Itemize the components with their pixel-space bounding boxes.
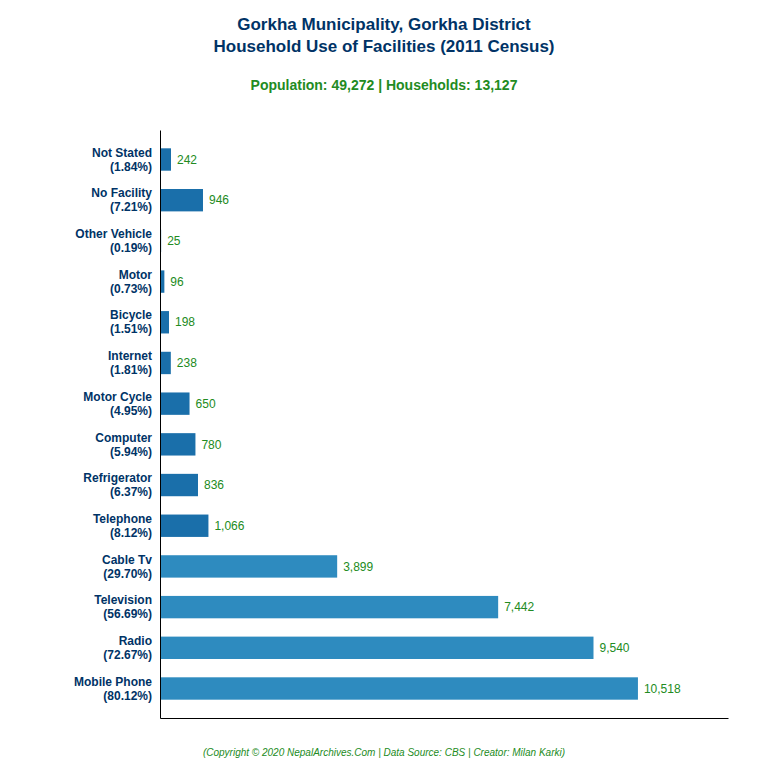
y-tick-label: Telephone(8.12%) (93, 512, 152, 540)
y-tick-label-line: (5.94%) (110, 445, 152, 459)
bar (160, 148, 171, 170)
data-label: 198 (175, 315, 195, 329)
y-tick-label: Motor(0.73%) (110, 268, 152, 296)
y-tick: Bicycle(1.51%) (110, 308, 152, 336)
y-tick: Television(56.69%) (94, 593, 152, 621)
data-label: 238 (177, 356, 197, 370)
data-labels: 242 946 25 96 198 238 650 780 836 1,066 3,899 7,442… (167, 153, 681, 696)
y-tick-label-line: (1.84%) (110, 160, 152, 174)
y-tick: Internet(1.81%) (108, 349, 152, 377)
y-tick-label-line: Refrigerator (83, 471, 152, 485)
y-tick-label-line: Cable Tv (102, 553, 152, 567)
x-axis-line (161, 718, 729, 719)
y-tick-label-line: Radio (119, 634, 152, 648)
data-label: 10,518 (644, 682, 681, 696)
y-axis: Not Stated(1.84%) No Facility(7.21%) Other… (74, 131, 161, 719)
y-tick: Motor(0.73%) (110, 268, 152, 296)
y-tick-label-line: (1.81%) (110, 363, 152, 377)
title-line: Gorkha Municipality, Gorkha District (237, 15, 531, 34)
data-label: 96 (170, 275, 184, 289)
y-tick-label: No Facility(7.21%) (91, 186, 152, 214)
y-tick-label-line: Motor Cycle (83, 390, 152, 404)
y-tick: Mobile Phone(80.12%) (74, 675, 152, 703)
y-tick-label: Television(56.69%) (94, 593, 152, 621)
bar (160, 555, 337, 577)
y-tick-label: Other Vehicle(0.19%) (75, 227, 152, 255)
y-tick-label-line: Mobile Phone (74, 675, 152, 689)
y-tick-label: Cable Tv(29.70%) (102, 553, 152, 581)
bar (160, 392, 190, 414)
y-tick-label-line: Bicycle (110, 308, 152, 322)
data-label: 1,066 (214, 519, 244, 533)
y-tick-label-line: (0.73%) (110, 282, 152, 296)
y-tick: Radio(72.67%) (103, 634, 152, 662)
title-line: Household Use of Facilities (2011 Census… (213, 37, 554, 56)
bar (160, 637, 593, 659)
data-label: 3,899 (343, 560, 373, 574)
data-label: 7,442 (504, 600, 534, 614)
bar (160, 352, 171, 374)
y-tick-label-line: Telephone (93, 512, 152, 526)
y-tick-label-line: Computer (95, 431, 152, 445)
data-label: 25 (167, 234, 181, 248)
y-tick-label-line: (4.95%) (110, 404, 152, 418)
bar (160, 515, 208, 537)
y-tick-label-line: (29.70%) (103, 567, 152, 581)
bar (160, 596, 498, 618)
data-label: 836 (204, 478, 224, 492)
data-label: 780 (201, 438, 221, 452)
y-tick-label: Refrigerator(6.37%) (83, 471, 152, 499)
y-tick-label-line: (7.21%) (110, 200, 152, 214)
y-tick-label-line: (8.12%) (110, 526, 152, 540)
bar (160, 311, 169, 333)
x-axis (161, 718, 729, 719)
y-tick-label: Computer(5.94%) (95, 431, 152, 459)
bar (160, 189, 203, 211)
bar (160, 677, 638, 699)
y-tick-label: Radio(72.67%) (103, 634, 152, 662)
y-tick: Computer(5.94%) (95, 431, 152, 459)
y-tick-label-line: Internet (108, 349, 152, 363)
y-axis-line (160, 131, 161, 719)
title: Gorkha Municipality, Gorkha District Hous… (213, 15, 554, 56)
subtitle: Population: 49,272 | Households: 13,127 (251, 77, 518, 93)
data-label: 946 (209, 193, 229, 207)
y-tick-label-line: (80.12%) (103, 689, 152, 703)
y-tick: Telephone(8.12%) (93, 512, 152, 540)
y-tick-label: Not Stated(1.84%) (92, 146, 152, 174)
y-tick-label-line: Motor (119, 268, 153, 282)
y-tick-label: Mobile Phone(80.12%) (74, 675, 152, 703)
y-tick: Cable Tv(29.70%) (102, 553, 152, 581)
y-tick: Other Vehicle(0.19%) (75, 227, 152, 255)
chart: Gorkha Municipality, Gorkha District Hous… (0, 0, 768, 768)
plot: Not Stated(1.84%) No Facility(7.21%) Other… (74, 131, 729, 719)
y-tick: No Facility(7.21%) (91, 186, 152, 214)
y-tick-label: Internet(1.81%) (108, 349, 152, 377)
y-tick: Refrigerator(6.37%) (83, 471, 152, 499)
y-tick-label-line: Not Stated (92, 146, 152, 160)
y-tick-label-line: (0.19%) (110, 241, 152, 255)
y-tick-label-line: (56.69%) (103, 607, 152, 621)
y-tick-label-line: Television (94, 593, 152, 607)
y-tick: Motor Cycle(4.95%) (83, 390, 152, 418)
y-tick-label-line: (72.67%) (103, 648, 152, 662)
y-tick: Not Stated(1.84%) (92, 146, 152, 174)
data-label: 650 (196, 397, 216, 411)
data-label: 9,540 (599, 641, 629, 655)
y-tick-label-line: (6.37%) (110, 485, 152, 499)
y-tick-label: Bicycle(1.51%) (110, 308, 152, 336)
footer: (Copyright © 2020 NepalArchives.Com | Da… (203, 747, 565, 758)
data-label: 242 (177, 153, 197, 167)
y-tick-label-line: Other Vehicle (75, 227, 152, 241)
y-tick-label: Motor Cycle(4.95%) (83, 390, 152, 418)
bars (160, 148, 638, 699)
y-tick-label-line: No Facility (91, 186, 152, 200)
bar (160, 474, 198, 496)
y-tick-label-line: (1.51%) (110, 322, 152, 336)
bar (160, 433, 195, 455)
